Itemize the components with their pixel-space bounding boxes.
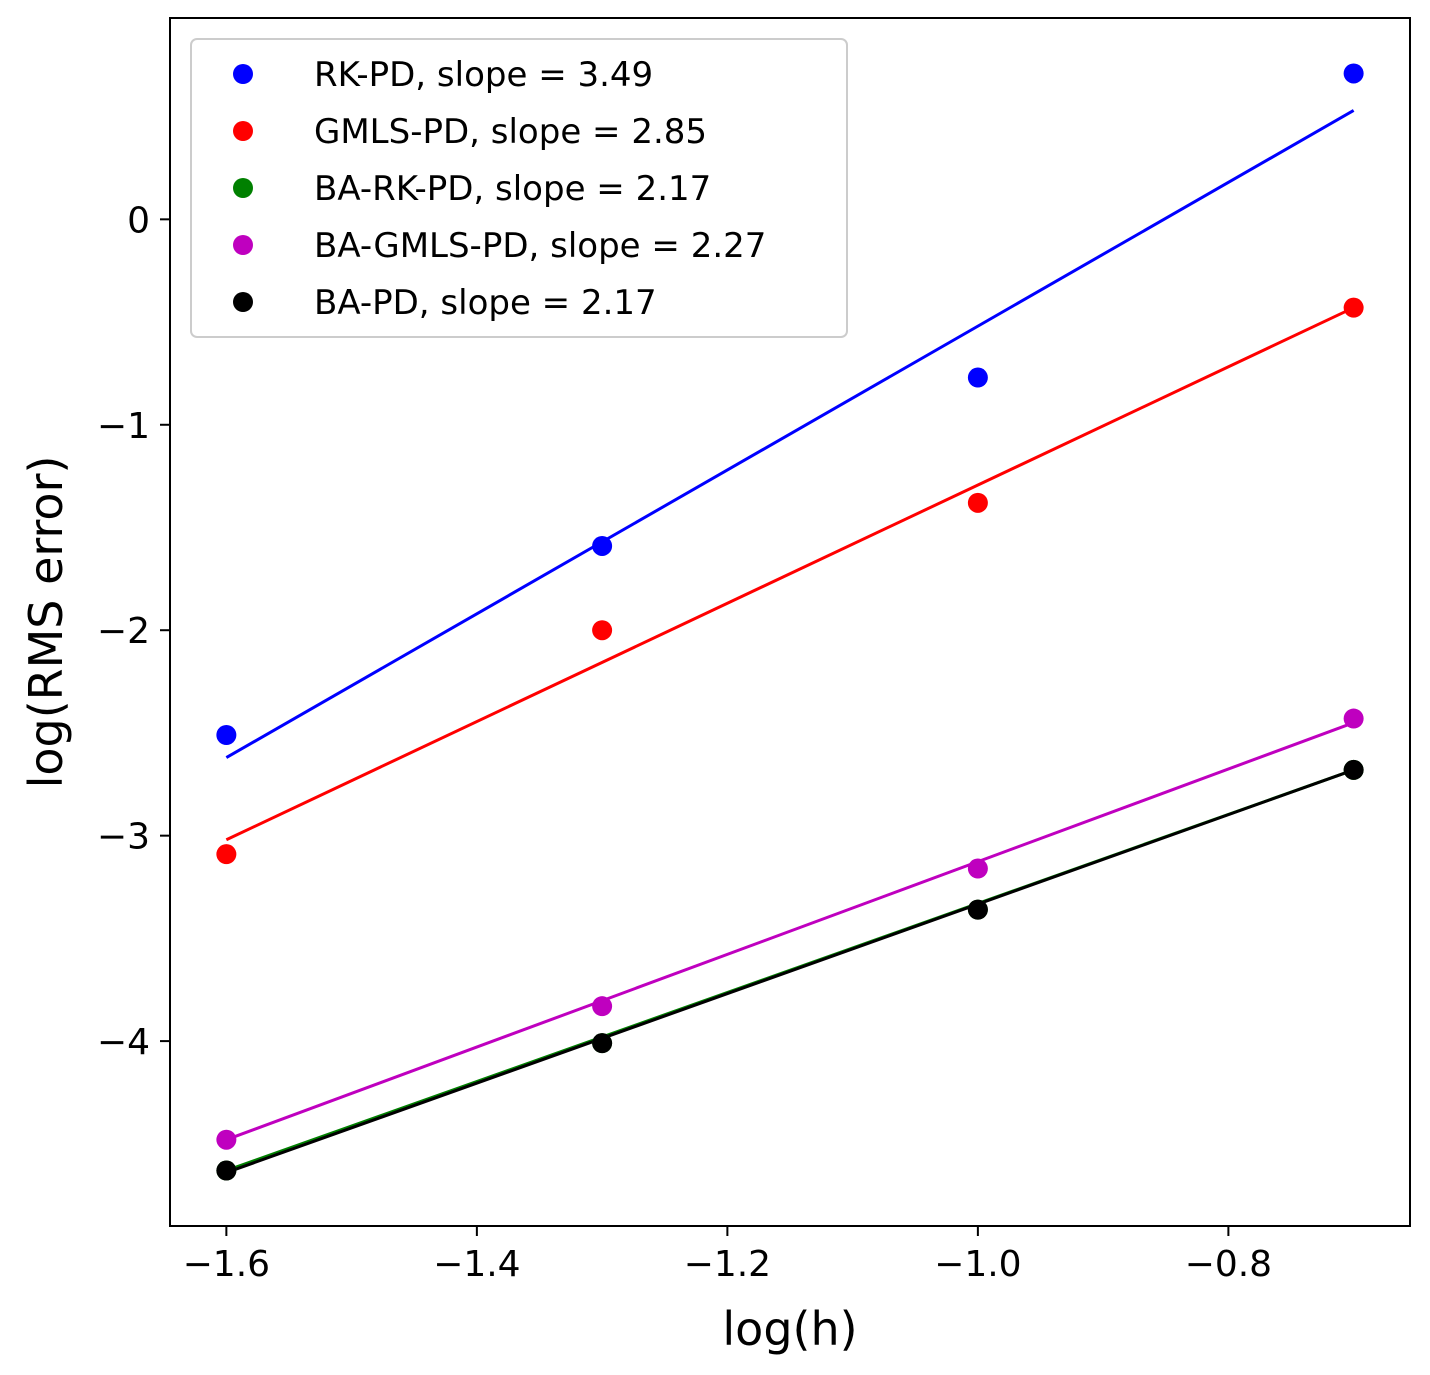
legend-label: GMLS-PD, slope = 2.85 bbox=[314, 112, 707, 152]
y-tick-label: −3 bbox=[97, 817, 150, 858]
fit-line-series-4 bbox=[225, 768, 1355, 1174]
data-point-series-4 bbox=[967, 899, 988, 920]
y-axis-label: log(RMS error) bbox=[19, 456, 73, 789]
x-tick-label: −0.8 bbox=[1185, 1244, 1272, 1285]
data-point-series-4 bbox=[592, 1033, 613, 1054]
x-axis-label: log(h) bbox=[722, 1302, 857, 1356]
legend: RK-PD, slope = 3.49 GMLS-PD, slope = 2.85… bbox=[190, 38, 848, 338]
data-point-series-4 bbox=[1343, 759, 1364, 780]
data-point-series-0 bbox=[216, 724, 237, 745]
data-point-series-0 bbox=[592, 535, 613, 556]
legend-marker bbox=[233, 235, 253, 255]
data-point-series-1 bbox=[1343, 297, 1364, 318]
data-point-series-3 bbox=[216, 1129, 237, 1150]
legend-label: BA-RK-PD, slope = 2.17 bbox=[314, 169, 711, 209]
y-tick-label: −2 bbox=[97, 611, 150, 652]
data-point-series-4 bbox=[216, 1160, 237, 1181]
legend-box bbox=[190, 38, 848, 338]
legend-marker bbox=[233, 292, 253, 312]
data-point-series-3 bbox=[592, 996, 613, 1017]
legend-marker bbox=[233, 121, 253, 141]
y-tick-label: −4 bbox=[97, 1022, 150, 1063]
legend-marker bbox=[233, 178, 253, 198]
axes-frame bbox=[169, 17, 1411, 1227]
x-tick-label: −1.6 bbox=[183, 1244, 270, 1285]
data-point-series-1 bbox=[592, 620, 613, 641]
legend-label: BA-GMLS-PD, slope = 2.27 bbox=[314, 226, 766, 266]
legend-marker bbox=[233, 64, 253, 84]
data-point-series-1 bbox=[967, 492, 988, 513]
data-point-series-0 bbox=[967, 367, 988, 388]
fit-line-series-1 bbox=[225, 306, 1355, 842]
data-point-series-3 bbox=[1343, 708, 1364, 729]
legend-label: RK-PD, slope = 3.49 bbox=[314, 55, 653, 95]
x-tick-label: −1.2 bbox=[684, 1244, 771, 1285]
fit-line-series-0 bbox=[225, 109, 1355, 759]
y-axis: 0 −1 −2 −3 −4 bbox=[97, 200, 170, 1063]
data-point-series-0 bbox=[1343, 63, 1364, 84]
x-tick-label: −1.0 bbox=[934, 1244, 1021, 1285]
fit-line-series-3 bbox=[225, 721, 1355, 1142]
y-tick-label: 0 bbox=[127, 200, 150, 241]
legend-label: BA-PD, slope = 2.17 bbox=[314, 283, 657, 323]
x-axis: −1.6 −1.4 −1.2 −1.0 −0.8 bbox=[183, 1226, 1272, 1285]
data-point-series-1 bbox=[216, 844, 237, 865]
data-point-series-3 bbox=[967, 858, 988, 879]
x-tick-label: −1.4 bbox=[433, 1244, 520, 1285]
plot-area bbox=[216, 63, 1364, 1181]
y-tick-label: −1 bbox=[97, 406, 150, 447]
